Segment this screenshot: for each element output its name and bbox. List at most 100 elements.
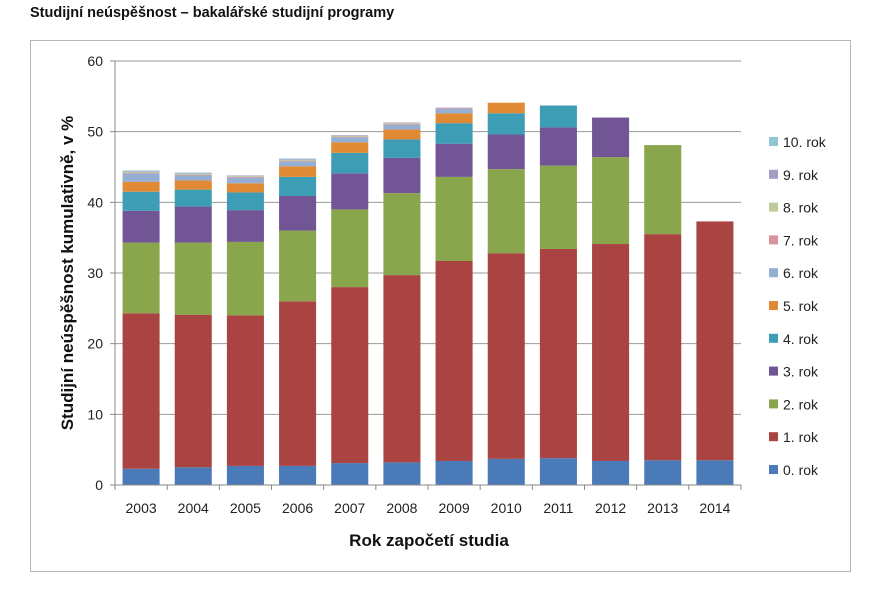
legend-item: 7. rok: [769, 232, 819, 248]
chart-frame: [30, 40, 851, 572]
bar-segment-2013-0-rok: [644, 460, 682, 485]
bar-segment-2007-8-rok: [331, 135, 369, 137]
bar-segment-2004-3-rok: [174, 206, 212, 243]
legend-label: 10. rok: [783, 134, 827, 150]
bar-segment-2010-0-rok: [487, 458, 525, 485]
bar-segment-2003-7-rok: [122, 172, 160, 174]
axes: 0 10 20 30 40 50 60 2003 2004 2005 2006 2007 2008 200…: [87, 53, 742, 516]
bar-segment-2011-3-rok: [539, 127, 577, 166]
bar-segment-2011-0-rok: [539, 458, 577, 485]
bar-segment-2014-1-rok: [696, 221, 734, 461]
x-axis-title: Rok započetí studia: [349, 531, 509, 550]
bar-segment-2004-5-rok: [174, 180, 212, 190]
bar-segment-2007-1-rok: [331, 287, 369, 464]
bar-stack-2010: [487, 102, 525, 485]
bar-segment-2009-7-rok: [435, 108, 473, 110]
bar-segment-2003-3-rok: [122, 210, 160, 243]
bar-segment-2008-3-rok: [383, 157, 421, 194]
x-tick-label: 2006: [282, 500, 313, 516]
bar-segment-2012-3-rok: [592, 117, 630, 158]
y-tick-label: 60: [87, 53, 103, 69]
bar-segment-2014-0-rok: [696, 460, 734, 485]
gridlines: [115, 60, 741, 415]
bar-segment-2009-5-rok: [435, 113, 473, 124]
bar-segment-2004-9-rok: [174, 173, 212, 175]
bar-segment-2004-6-rok: [174, 175, 212, 181]
bar-stack-2009: [435, 107, 473, 485]
legend-item: 8. rok: [769, 200, 819, 216]
y-tick-label: 40: [87, 194, 103, 210]
y-tick-label: 10: [87, 406, 103, 422]
legend-swatch: [769, 399, 778, 409]
bar-segment-2007-2-rok: [331, 209, 369, 288]
bar-segment-2007-0-rok: [331, 463, 369, 485]
bar-segment-2006-7-rok: [279, 160, 317, 162]
x-tick-label: 2007: [334, 500, 365, 516]
legend-swatch: [769, 235, 778, 245]
bar-segment-2012-2-rok: [592, 157, 630, 245]
bar-segment-2003-6-rok: [122, 173, 160, 182]
legend-item: 2. rok: [769, 396, 819, 412]
bar-segment-2007-4-rok: [331, 152, 369, 174]
bar-stack-2012: [592, 117, 630, 485]
y-tick-label: 50: [87, 124, 103, 140]
bar-stack-2006: [279, 158, 317, 485]
bar-segment-2006-4-rok: [279, 176, 317, 196]
legend-label: 0. rok: [783, 462, 819, 478]
y-tick-label: 20: [87, 336, 103, 352]
x-tick-label: 2005: [230, 500, 261, 516]
x-tick-label: 2014: [699, 500, 730, 516]
bar-segment-2009-3-rok: [435, 143, 473, 177]
bar-segment-2009-6-rok: [435, 109, 473, 114]
legend-label: 6. rok: [783, 265, 819, 281]
x-tick-label: 2012: [595, 500, 626, 516]
bar-segment-2005-4-rok: [226, 192, 264, 211]
legend: 10. rok 9. rok 8. rok 7. rok 6. rok 5. rok 4. …: [769, 134, 827, 478]
bar-stack-2008: [383, 122, 421, 485]
bar-segment-2008-8-rok: [383, 123, 421, 124]
bar-stack-2011: [539, 105, 577, 485]
legend-swatch: [769, 465, 778, 474]
legend-item: 3. rok: [769, 364, 819, 380]
bar-segment-2005-9-rok: [226, 175, 264, 177]
x-tick-label: 2004: [178, 500, 209, 516]
bar-segment-2003-9-rok: [122, 171, 160, 172]
bar-segment-2009-0-rok: [435, 460, 473, 485]
bar-segment-2008-9-rok: [383, 122, 421, 124]
bar-segment-2009-4-rok: [435, 123, 473, 144]
bar-segment-2010-3-rok: [487, 134, 525, 170]
bar-segment-2004-7-rok: [174, 174, 212, 176]
legend-label: 4. rok: [783, 331, 819, 347]
bar-segment-2003-2-rok: [122, 242, 160, 314]
legend-swatch: [769, 169, 778, 179]
bar-segment-2004-1-rok: [174, 314, 212, 468]
bar-stack-2007: [331, 135, 369, 485]
bar-segment-2005-7-rok: [226, 176, 264, 178]
y-axis-title: Studijní neúspěšnost kumulativně, v %: [58, 116, 77, 431]
bar-segment-2008-1-rok: [383, 275, 421, 463]
x-tick-label: 2011: [543, 500, 573, 516]
bar-segment-2003-4-rok: [122, 191, 160, 211]
bar-segment-2008-2-rok: [383, 193, 421, 276]
legend-swatch: [769, 137, 778, 146]
bar-segment-2004-0-rok: [174, 467, 212, 485]
bar-segment-2004-4-rok: [174, 189, 212, 207]
bar-segment-2008-5-rok: [383, 129, 421, 140]
bar-segment-2006-8-rok: [279, 159, 317, 161]
bar-segment-2003-10-rok: [122, 170, 160, 172]
bar-segment-2005-1-rok: [226, 315, 264, 466]
legend-label: 5. rok: [783, 298, 819, 314]
bar-segment-2006-0-rok: [279, 465, 317, 485]
x-tick-label: 2010: [491, 500, 522, 516]
bar-segment-2011-1-rok: [539, 248, 577, 459]
legend-item: 9. rok: [769, 167, 819, 183]
x-tick-label: 2008: [386, 500, 417, 516]
bar-segment-2011-4-rok: [539, 105, 577, 128]
bar-segment-2009-1-rok: [435, 260, 473, 461]
bar-segment-2005-3-rok: [226, 210, 264, 242]
bar-segment-2008-7-rok: [383, 123, 421, 125]
bar-stack-2014: [696, 221, 734, 485]
bar-stack-2004: [174, 172, 212, 485]
bar-segment-2013-1-rok: [644, 234, 682, 461]
